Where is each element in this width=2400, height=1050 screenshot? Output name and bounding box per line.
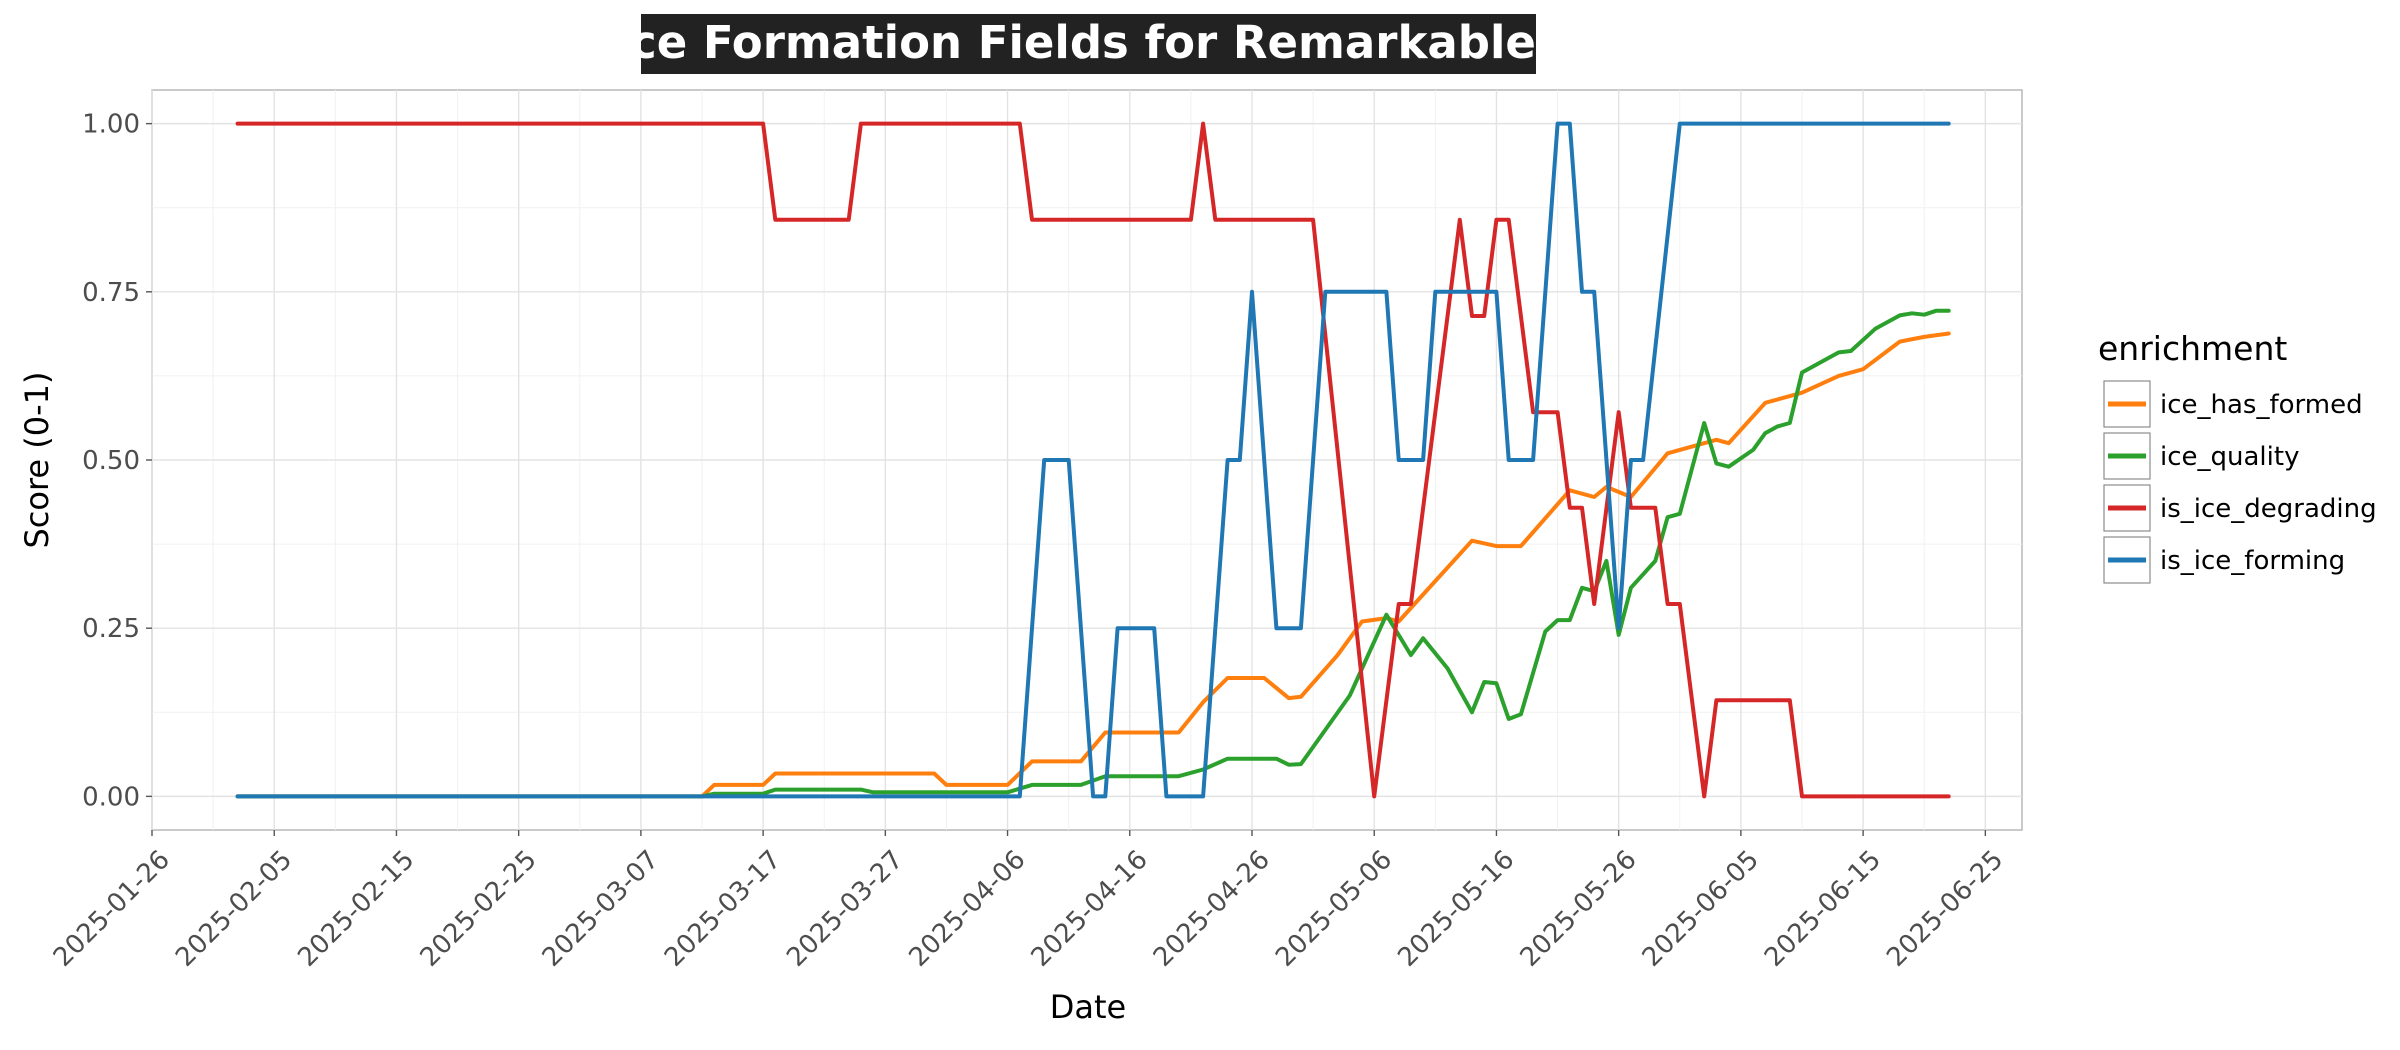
x-tick-label: 2025-06-25: [1881, 845, 2009, 973]
y-tick-label: 0.00: [82, 782, 140, 812]
series-line-is-ice-forming: [235, 121, 1951, 799]
y-axis-title: Score (0-1): [18, 371, 56, 548]
x-tick-label: 2025-06-15: [1759, 845, 1887, 973]
legend-label-ice-quality: ice_quality: [2160, 442, 2299, 472]
x-tick-label: 2025-02-15: [292, 845, 420, 973]
x-tick-label: 2025-02-05: [170, 845, 298, 973]
y-tick-label: 0.75: [82, 278, 140, 308]
x-tick-label: 2025-04-26: [1148, 845, 1276, 973]
x-tick-label: 2025-05-26: [1515, 845, 1643, 973]
x-tick-label: 2025-05-06: [1270, 845, 1398, 973]
legend-items: ice_has_formed ice_quality is_ice_degradin…: [2103, 380, 2377, 584]
x-tick-label: 2025-01-26: [48, 845, 176, 973]
x-tick-label: 2025-03-27: [781, 845, 909, 973]
x-tick-label: 2025-06-05: [1637, 845, 1765, 973]
x-tick-label: 2025-05-16: [1392, 845, 1520, 973]
x-tick-label: 2025-04-06: [903, 845, 1031, 973]
series-line-is-ice-degrading: [235, 121, 1951, 799]
series-lines: [235, 121, 1951, 799]
legend: enrichment ice_has_formed ice_quality is_i…: [2098, 329, 2377, 584]
x-tick-label: 2025-03-17: [659, 845, 787, 973]
series-line-ice-quality: [235, 308, 1951, 799]
y-tick-label: 0.25: [82, 614, 140, 644]
chart-title-background: [641, 14, 1536, 74]
x-tick-label: 2025-03-07: [537, 845, 665, 973]
y-tick-label: 0.50: [82, 446, 140, 476]
y-tick-label: 1.00: [82, 110, 140, 140]
x-tick-label: 2025-04-16: [1026, 845, 1154, 973]
legend-label-is-ice-forming: is_ice_forming: [2160, 546, 2345, 576]
chart-title: Ice Formation Fields for Remarkables: [613, 16, 1562, 69]
legend-title: enrichment: [2098, 329, 2287, 368]
legend-label-is-ice-degrading: is_ice_degrading: [2160, 494, 2377, 524]
x-tick-label: 2025-02-25: [415, 845, 543, 973]
x-axis-title: Date: [1050, 988, 1126, 1026]
legend-label-ice-has-formed: ice_has_formed: [2160, 390, 2363, 420]
